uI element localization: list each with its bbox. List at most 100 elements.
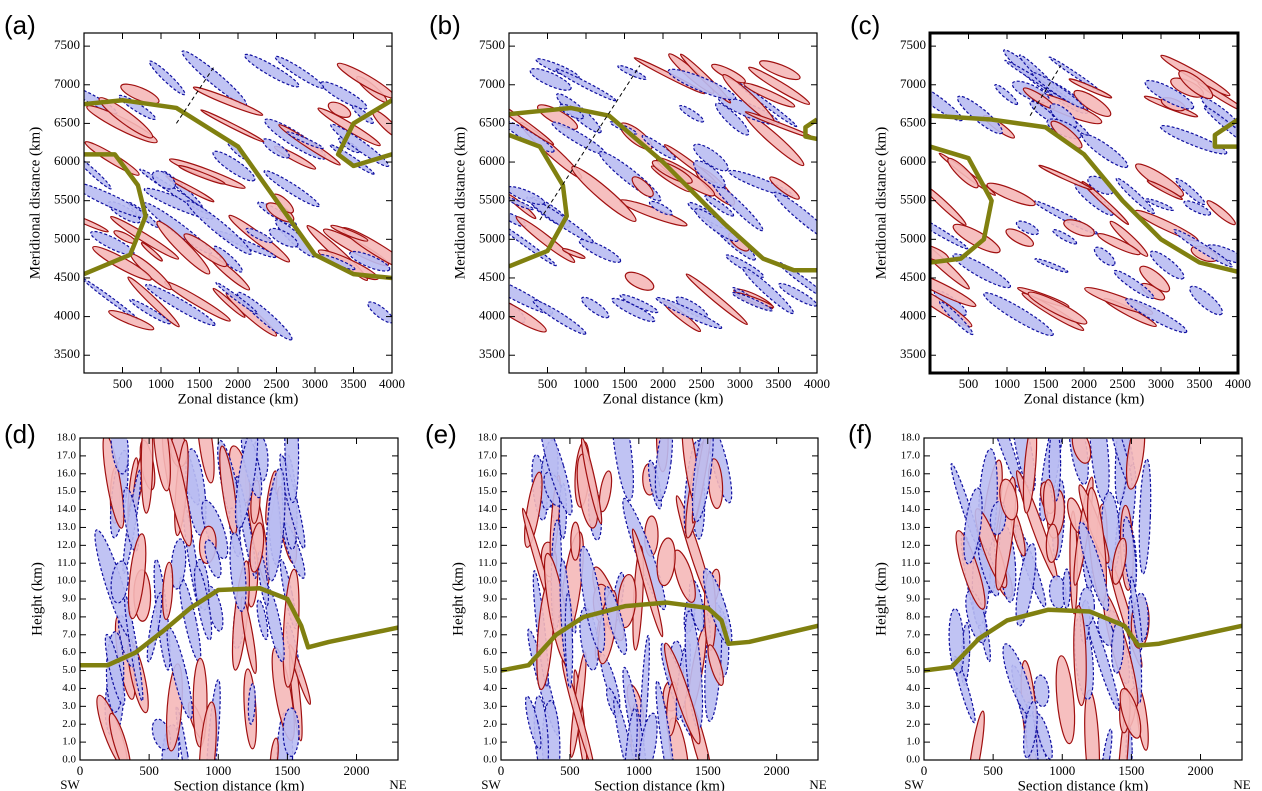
contour-blob <box>327 101 352 119</box>
y-tick-label: 10.0 <box>901 575 921 587</box>
x-axis-title: Zonal distance (km) <box>1024 391 1145 407</box>
contour-blob <box>986 182 1036 207</box>
contour-blob <box>1159 124 1228 155</box>
y-tick-label: 6.0 <box>483 646 497 658</box>
x-tick-label: 500 <box>538 376 558 391</box>
contour-blob <box>617 573 637 629</box>
y-tick-label: 4.0 <box>62 682 76 694</box>
panel: 0 500 1000 1500 2000 0.0 1.0 2.0 3.0 4.0 5.0 6.0 7.0… <box>848 419 1251 791</box>
thick-line <box>930 144 994 265</box>
contour-blob <box>140 438 154 514</box>
contour-blob <box>198 701 217 760</box>
contour-blob <box>604 585 628 655</box>
x-tick-label: 1500 <box>1118 763 1144 778</box>
contour-blob <box>98 97 154 139</box>
y-tick-label: 2.0 <box>906 718 920 730</box>
contour-blob <box>673 549 696 603</box>
x-tick-label: 0 <box>921 763 928 778</box>
contour-blob <box>127 276 180 328</box>
x-tick-label: 3000 <box>1148 376 1174 391</box>
contour-blob <box>1038 164 1093 191</box>
contour-blob <box>994 83 1019 106</box>
contour-blob <box>284 438 300 504</box>
contour-blob <box>564 592 574 689</box>
y-tick-label: 15.0 <box>901 485 921 497</box>
contour-blob <box>989 500 1007 536</box>
contour-blob <box>648 200 673 216</box>
contour-blob <box>1081 180 1130 226</box>
contour-blob <box>667 68 737 101</box>
contour-blob <box>580 438 603 525</box>
contour-blob <box>524 695 542 750</box>
contour-blob <box>84 156 112 190</box>
contour-blob <box>580 296 610 319</box>
y-tick-label: 5500 <box>900 192 926 207</box>
contour-blob <box>269 737 279 760</box>
contour-blob <box>1031 71 1085 109</box>
contour-blob <box>152 438 171 492</box>
y-tick-label: 8.0 <box>906 610 920 622</box>
x-tick-label: 500 <box>113 376 133 391</box>
y-axis-title: Height (km) <box>29 562 45 636</box>
contour-blob <box>529 68 572 91</box>
x-tick-label: 4000 <box>1225 376 1251 391</box>
contour-blob <box>930 183 967 226</box>
y-tick-label: 2.0 <box>483 718 497 730</box>
contour-blob <box>256 599 269 641</box>
contour-blob <box>610 438 634 501</box>
contour-blob <box>737 82 798 128</box>
contour-blob <box>743 82 796 108</box>
contour-blob <box>320 81 368 110</box>
y-tick-label: 13.0 <box>57 521 77 533</box>
contour-blob <box>655 680 676 760</box>
contour-blob <box>1022 438 1038 514</box>
contour-blob <box>639 634 650 754</box>
contour-blob <box>204 539 222 579</box>
y-axis-title: Height (km) <box>450 562 466 636</box>
contour-blob <box>243 53 300 88</box>
contour-blob <box>274 55 325 89</box>
y-axis-title: Meridional distance (km) <box>873 127 889 279</box>
y-tick-label: 9.0 <box>483 593 497 605</box>
contour-blob <box>265 467 286 582</box>
contour-blob <box>694 208 739 243</box>
contour-blob <box>1005 228 1035 247</box>
x-tick-label: 4000 <box>804 376 830 391</box>
contour-blob <box>1078 521 1110 612</box>
panel-letter: (c) <box>850 10 880 40</box>
y-tick-label: 6500 <box>900 114 926 129</box>
contour-blob <box>1189 285 1223 316</box>
contour-blob <box>1113 269 1155 300</box>
contour-blob <box>1097 233 1141 256</box>
y-tick-label: 5500 <box>479 192 505 207</box>
x-tick-label: 3500 <box>341 376 367 391</box>
y-tick-label: 3500 <box>54 346 80 361</box>
contour-blob <box>1183 200 1212 216</box>
x-axis-title: Zonal distance (km) <box>178 391 299 407</box>
y-tick-label: 6.0 <box>62 646 76 658</box>
y-tick-label: 8.0 <box>62 610 76 622</box>
y-tick-label: 12.0 <box>901 539 921 551</box>
contour-blob <box>1093 246 1116 267</box>
contour-blob <box>539 438 573 516</box>
contour-blob <box>685 273 748 326</box>
contour-blob <box>930 80 963 122</box>
section-end-label: NE <box>809 777 826 791</box>
y-tick-label: 6000 <box>54 153 80 168</box>
contour-blob <box>319 253 356 271</box>
contour-blob <box>336 62 392 99</box>
y-tick-label: 7.0 <box>483 628 497 640</box>
y-tick-label: 5000 <box>900 230 926 245</box>
x-tick-label: 1000 <box>205 763 231 778</box>
x-axis-title: Section distance (km) <box>1018 778 1149 791</box>
section-end-label: SW <box>481 777 501 791</box>
contour-blob <box>1045 523 1059 564</box>
contour-blob <box>1129 576 1143 651</box>
y-tick-label: 10.0 <box>478 575 498 587</box>
contour-blob <box>1023 700 1038 759</box>
x-tick-label: 3000 <box>302 376 328 391</box>
contour-blob <box>509 185 546 206</box>
contour-blob <box>367 301 392 324</box>
thick-line <box>924 607 1242 673</box>
contour-blob <box>245 227 273 244</box>
